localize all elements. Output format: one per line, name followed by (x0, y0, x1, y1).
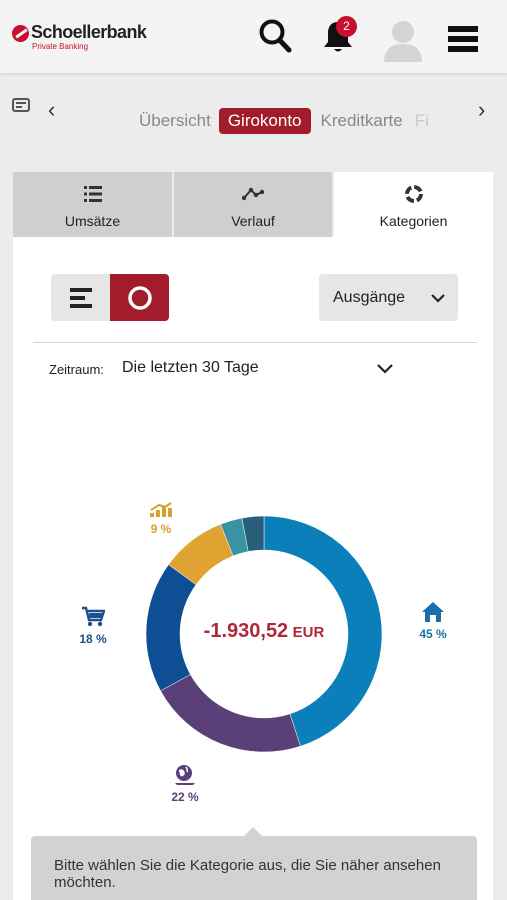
categories-panel: Ausgänge Zeitraum: Die letzten 30 Tage -… (13, 237, 493, 900)
avatar-icon[interactable] (382, 14, 424, 64)
tab-kategorien-label: Kategorien (379, 213, 448, 229)
slice-housing[interactable] (263, 515, 383, 747)
chevron-right-icon[interactable]: › (478, 97, 486, 122)
brand-name: Schoellerbank (31, 22, 147, 42)
total-amount-currency: EUR (292, 624, 325, 641)
slice-other-2[interactable] (241, 515, 265, 552)
hint-text: Bitte wählen Sie die Kategorie aus, die … (54, 857, 441, 891)
account-tab-girokonto[interactable]: Girokonto (218, 108, 311, 134)
total-amount-value: -1.930,52 (203, 620, 289, 642)
bar-view-button[interactable] (51, 274, 110, 321)
notification-badge: 2 (336, 16, 357, 37)
view-tabs: Umsätze Verlauf Kategorien (13, 172, 493, 238)
donut-icon (404, 185, 423, 203)
category-travel-percent: 22 % (171, 790, 199, 804)
slice-travel[interactable] (160, 674, 301, 753)
category-shopping[interactable]: 18 % (73, 606, 113, 646)
app-header: Schoellerbank Private Banking 2 (0, 0, 507, 74)
brand-mark-icon (12, 25, 29, 42)
travel-icon (175, 765, 195, 785)
chart-type-toggle (51, 274, 169, 321)
line-chart-icon (242, 187, 264, 201)
brand-logo[interactable]: Schoellerbank Private Banking (12, 22, 147, 54)
account-tab-kreditkarte[interactable]: Kreditkarte (320, 111, 403, 130)
account-switch-icon[interactable] (12, 97, 30, 115)
period-label: Zeitraum: (49, 362, 104, 377)
direction-select[interactable]: Ausgänge (319, 274, 458, 321)
total-amount: -1.930,52 EUR (144, 620, 384, 643)
account-tab-uebersicht[interactable]: Übersicht (139, 111, 211, 130)
bar-chart-icon (69, 287, 92, 308)
cart-icon (82, 606, 105, 627)
hint-tooltip: Bitte wählen Sie die Kategorie aus, die … (31, 827, 477, 900)
search-icon[interactable] (258, 18, 292, 54)
home-icon (422, 602, 444, 622)
tab-kategorien[interactable]: Kategorien (334, 172, 493, 238)
donut-view-button[interactable] (110, 274, 169, 321)
category-housing[interactable]: 45 % (413, 601, 453, 641)
account-tabs: Übersicht Girokonto Kreditkarte Fi (135, 108, 435, 134)
invest-icon (150, 502, 172, 517)
category-travel[interactable]: 22 % (165, 764, 205, 804)
ring-icon (127, 285, 152, 310)
account-tab-next[interactable]: Fi (414, 111, 429, 130)
category-donut-chart (145, 515, 383, 753)
tab-umsaetze-label: Umsätze (64, 213, 121, 229)
chevron-down-icon[interactable] (376, 361, 394, 377)
direction-select-value: Ausgänge (333, 289, 406, 306)
tab-umsaetze[interactable]: Umsätze (13, 172, 172, 238)
chevron-down-icon (431, 294, 445, 303)
category-housing-percent: 45 % (419, 627, 447, 641)
brand-subtitle: Private Banking (32, 42, 89, 51)
account-tabs-row: ‹ Übersicht Girokonto Kreditkarte Fi › (0, 90, 507, 140)
tab-verlauf-label: Verlauf (231, 213, 275, 229)
hamburger-menu-icon[interactable] (448, 22, 478, 58)
period-select[interactable]: Die letzten 30 Tage (122, 359, 259, 376)
category-investment-percent: 9 % (150, 522, 172, 536)
category-shopping-percent: 18 % (79, 632, 107, 646)
chevron-left-icon[interactable]: ‹ (48, 97, 56, 122)
list-icon (83, 186, 102, 202)
category-investment[interactable]: 9 % (141, 502, 181, 536)
tab-verlauf[interactable]: Verlauf (174, 172, 332, 238)
divider (33, 342, 477, 343)
